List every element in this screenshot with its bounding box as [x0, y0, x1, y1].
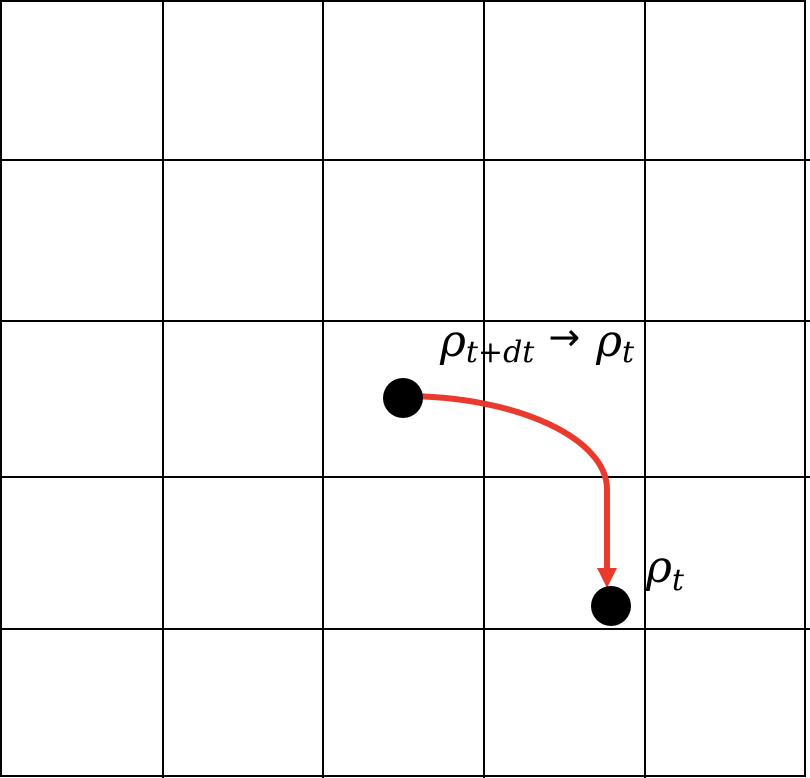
trajectory-arrowhead [597, 568, 617, 588]
label-from-base: ρ [439, 316, 466, 367]
label-end: ρt [645, 542, 685, 598]
label-arrow: → [548, 315, 580, 359]
label-to-base: ρ [595, 316, 622, 367]
grid-horizontal-lines [0, 159, 810, 630]
label-end-sub: t [672, 563, 685, 598]
label-transition: ρt+dt → ρt [439, 315, 635, 370]
label-from-sub: t+dt [466, 335, 535, 370]
start-point [383, 378, 423, 418]
grid-vertical-lines [162, 0, 646, 778]
trajectory-curve [400, 393, 611, 573]
label-to-sub: t [622, 335, 635, 370]
label-end-base: ρ [645, 542, 672, 593]
end-point [591, 586, 631, 626]
